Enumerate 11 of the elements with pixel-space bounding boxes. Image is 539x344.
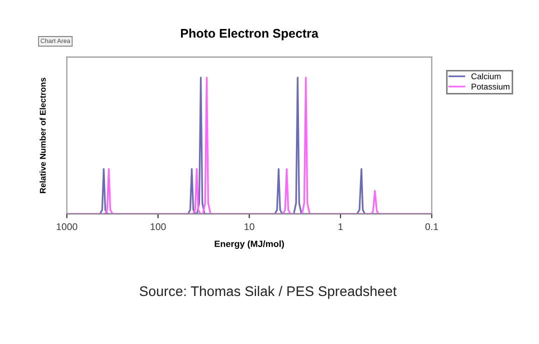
x-tick-label: 1000 <box>56 223 78 230</box>
legend-label: Calcium <box>471 73 501 80</box>
x-tick-label: 0.1 <box>425 223 438 230</box>
x-tick-label: 1 <box>338 223 343 230</box>
x-tick-label: 100 <box>150 223 166 230</box>
x-axis-title: Energy (MJ/mol) <box>214 240 284 249</box>
source-note: Source: Thomas Silak / PES Spreadsheet <box>140 286 397 299</box>
y-axis-title: Relative Number of Electrons <box>40 78 46 194</box>
chart-title: Photo Electron Spectra <box>181 28 318 40</box>
x-tick-label: 10 <box>244 223 254 230</box>
legend-label: Potassium <box>472 83 510 90</box>
